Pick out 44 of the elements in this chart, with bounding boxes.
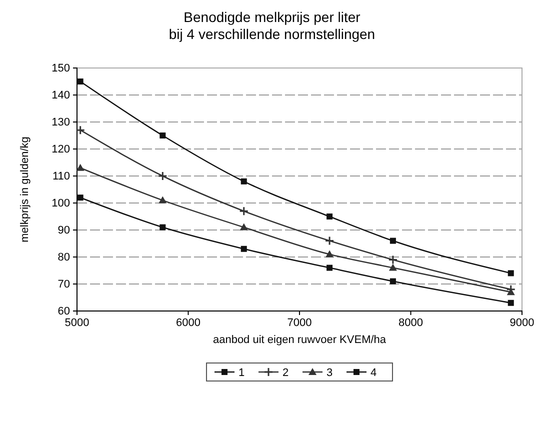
point [326,214,333,220]
point [508,300,514,306]
point [324,236,334,246]
x-tick-label: 9000 [510,316,534,329]
chart-title: Benodigde melkprijs per liter bij 4 verschillende normstellingen [168,9,376,42]
point [77,194,84,201]
point [388,264,397,271]
y-tick-label: 140 [52,90,70,102]
point [326,264,333,271]
y-tick-label: 80 [58,252,70,264]
y-tick-label: 60 [58,306,70,318]
x-tick-label: 5000 [64,316,90,329]
point [160,132,166,138]
point [76,125,86,135]
point [160,224,166,230]
x-tick-label: 7000 [287,316,312,329]
y-tick-label: 90 [58,224,70,237]
point [326,250,334,258]
point [77,78,84,84]
point [158,171,168,181]
point [240,178,247,184]
point [390,238,396,244]
y-tick-label: 120 [52,144,70,156]
y-tick-label: 130 [52,116,70,129]
x-tick-label: 8000 [398,316,423,329]
legend-label: 1 [238,367,245,379]
point [239,206,249,216]
point [390,278,396,284]
y-tick-label: 150 [52,62,70,75]
point [240,223,248,230]
y-axis-title: melkprijs in gulden/kg [19,136,31,242]
y-tick-label: 70 [58,278,70,291]
legend-label: 3 [326,367,333,379]
point [240,246,247,252]
y-tick-label: 110 [52,170,70,183]
legend-label: 2 [282,367,289,379]
x-axis-title: aanbod uit eigen ruwvoer KVEM/ha [212,334,387,346]
point [388,254,398,264]
legend-label: 4 [370,367,377,379]
point [508,270,514,276]
x-tick-label: 6000 [176,316,200,329]
point [76,164,84,171]
y-tick-label: 100 [52,198,70,210]
point [158,196,167,204]
